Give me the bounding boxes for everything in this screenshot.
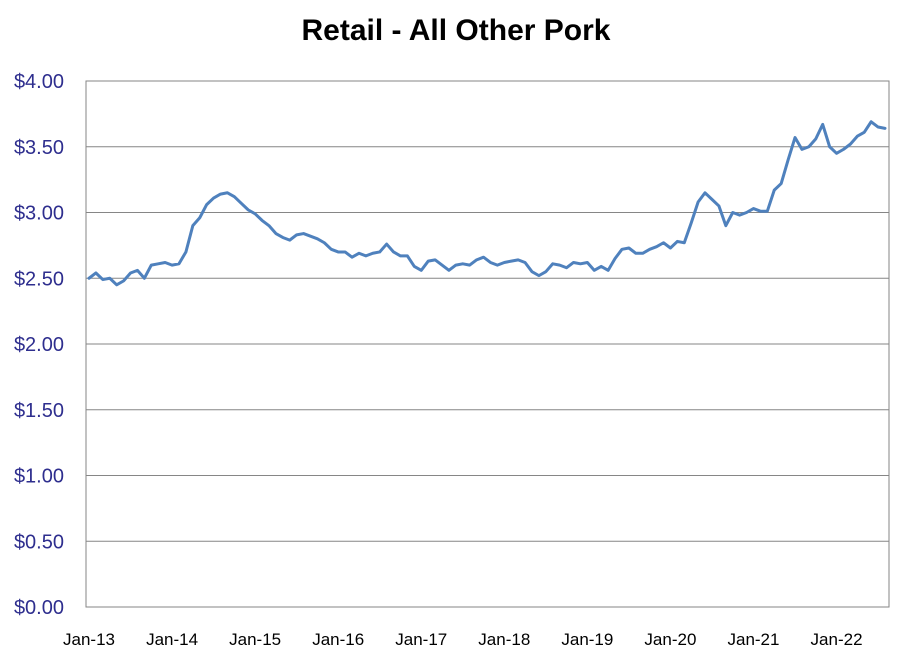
y-tick-label: $0.00 (14, 597, 64, 619)
x-tick-label: Jan-15 (229, 630, 281, 649)
x-tick-label: Jan-14 (146, 630, 198, 649)
x-tick-label: Jan-13 (63, 630, 115, 649)
plot-area (85, 80, 890, 608)
grid-lines (86, 146, 889, 542)
y-tick-label: $4.00 (14, 71, 64, 93)
x-tick-label: Jan-20 (644, 630, 696, 649)
chart-title: Retail - All Other Pork (301, 14, 611, 47)
x-axis-tick-labels: Jan-13 Jan-14 Jan-15 Jan-16 Jan-17 Jan-18 Jan-… (63, 630, 863, 649)
x-tick-label: Jan-21 (727, 630, 779, 649)
series-line (87, 120, 887, 287)
x-tick-label: Jan-16 (312, 630, 364, 649)
y-tick-label: $2.50 (14, 268, 64, 290)
y-tick-label: $3.50 (14, 137, 64, 159)
y-tick-label: $1.00 (14, 466, 64, 488)
y-tick-label: $3.00 (14, 203, 64, 225)
y-tick-label: $0.50 (14, 531, 64, 553)
y-tick-label: $1.50 (14, 400, 64, 422)
x-tick-label: Jan-19 (561, 630, 613, 649)
x-tick-label: Jan-18 (478, 630, 530, 649)
x-tick-label: Jan-22 (811, 630, 863, 649)
series-layer (87, 120, 887, 287)
y-tick-label: $2.00 (14, 334, 64, 356)
x-tick-label: Jan-17 (395, 630, 447, 649)
y-axis-tick-labels: $0.00 $0.50 $1.00 $1.50 $2.00 $2.50 $3.00 $3.50… (14, 71, 64, 619)
